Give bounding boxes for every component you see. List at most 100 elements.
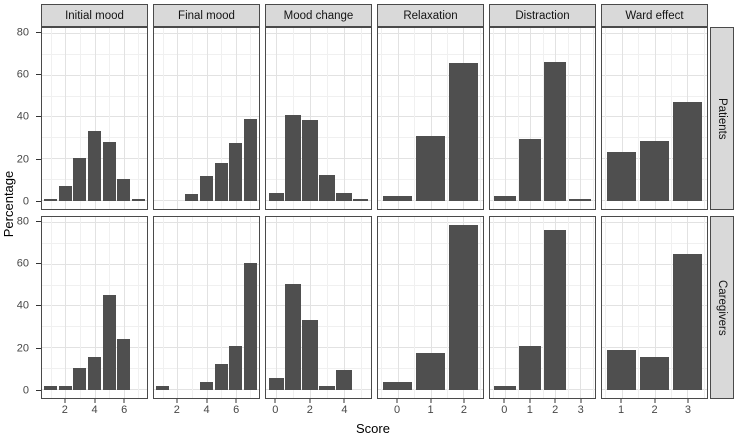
x-axis-title: Score [356, 421, 390, 436]
gridline-major-h [266, 199, 371, 201]
bar-score-5 [102, 295, 116, 390]
x-tick-label: 4 [341, 404, 348, 416]
bar-score-6 [229, 346, 243, 390]
gridline-minor-h [266, 243, 371, 245]
bar-score-1 [415, 353, 446, 390]
bar-score-2 [543, 62, 567, 201]
panel-patients-initial-mood [41, 27, 148, 210]
gridline-major-v [123, 217, 125, 398]
bar-score-4 [336, 369, 352, 390]
gridline-major-v [65, 217, 67, 398]
gridline-major-v [276, 28, 278, 209]
bar-score-3 [185, 194, 199, 201]
gridline-minor-v [638, 28, 640, 209]
gridline-minor-v [381, 28, 383, 209]
gridline-minor-h [266, 178, 371, 180]
x-tick-mark [176, 399, 178, 403]
gridline-major-v [94, 28, 96, 209]
gridline-minor-v [250, 28, 252, 209]
panel-patients-relaxation [377, 27, 484, 210]
gridline-major-h [266, 305, 371, 307]
gridline-major-v [505, 28, 506, 209]
bar-score-7 [243, 118, 257, 201]
gridline-minor-v [670, 28, 672, 209]
panel-caregivers-ward-effect [601, 216, 708, 399]
x-tick-mark [123, 399, 125, 403]
y-tick-label: 40 [16, 110, 29, 123]
gridline-minor-v [360, 28, 362, 209]
gridline-major-v [235, 217, 237, 398]
gridline-minor-v [79, 28, 81, 209]
panel-caregivers-initial-mood [41, 216, 148, 399]
gridline-minor-v [517, 217, 519, 398]
gridline-minor-h [266, 137, 371, 139]
x-tick-mark [620, 399, 622, 403]
gridline-minor-v [592, 28, 594, 209]
facet-strip-label: Final mood [178, 9, 235, 22]
gridline-major-h [266, 33, 371, 35]
y-tick-label: 80 [16, 26, 29, 39]
gridline-minor-v [381, 217, 383, 398]
bar-score-5 [353, 199, 369, 201]
x-tick-label: 1 [427, 404, 434, 416]
y-tick-mark [36, 200, 41, 202]
gridline-minor-v [670, 217, 672, 398]
x-tick-label: 2 [61, 404, 68, 416]
x-tick-label: 6 [121, 404, 128, 416]
x-tick-label: 0 [501, 404, 508, 416]
bar-score-6 [117, 338, 131, 390]
gridline-major-v [654, 28, 656, 209]
gridline-major-v [397, 217, 399, 398]
gridline-minor-v [517, 28, 519, 209]
x-tick-label: 4 [203, 404, 210, 416]
x-tick-mark [654, 399, 655, 403]
x-tick-label: 1 [526, 404, 533, 416]
facet-strip-label: Relaxation [403, 9, 458, 22]
x-tick-mark [94, 399, 95, 403]
x-tick-label: 3 [577, 404, 584, 416]
y-tick-label: 60 [16, 257, 29, 270]
gridline-minor-v [138, 217, 140, 398]
gridline-major-v [621, 28, 623, 209]
gridline-minor-v [191, 217, 193, 398]
gridline-minor-v [492, 28, 494, 209]
bar-score-4 [199, 175, 214, 201]
gridline-minor-v [326, 217, 328, 398]
bar-score-2 [302, 119, 318, 201]
bar-score-5 [102, 142, 116, 201]
bar-score-0 [268, 378, 284, 390]
gridline-minor-v [50, 217, 52, 398]
gridline-major-v [530, 28, 531, 209]
x-tick-label: 3 [684, 404, 691, 416]
gridline-minor-h [266, 367, 371, 369]
x-tick-mark [309, 399, 311, 403]
bar-score-2 [448, 63, 479, 201]
gridline-major-v [206, 217, 208, 398]
bar-score-2 [639, 357, 670, 390]
gridline-major-v [343, 217, 345, 398]
gridline-minor-h [266, 284, 371, 286]
gridline-minor-v [191, 28, 193, 209]
gridline-minor-v [638, 217, 640, 398]
bar-score-3 [319, 174, 335, 201]
bar-score-6 [229, 143, 243, 201]
bar-score-1 [285, 115, 301, 201]
bar-score-5 [214, 363, 228, 390]
y-tick-mark [36, 116, 41, 118]
gridline-minor-v [446, 217, 448, 398]
x-tick-label: 0 [272, 404, 279, 416]
gridline-minor-v [592, 217, 594, 398]
gridline-minor-v [414, 217, 416, 398]
facet-strip-label: Distraction [515, 9, 570, 22]
facet-strip-initial-mood: Initial mood [41, 4, 148, 27]
facet-grid: Initial mood Final mood Mood change Relaxat… [2, 4, 734, 416]
facet-strip-distraction: Distraction [489, 4, 596, 27]
panel-patients-final-mood [153, 27, 260, 210]
bar-score-0 [382, 382, 413, 390]
gridline-major-v [177, 217, 179, 398]
y-tick-label: 40 [16, 299, 29, 312]
gridline-major-h [266, 158, 371, 160]
bar-score-1 [518, 346, 542, 390]
x-tick-mark [235, 399, 237, 403]
panel-caregivers-final-mood [153, 216, 260, 399]
